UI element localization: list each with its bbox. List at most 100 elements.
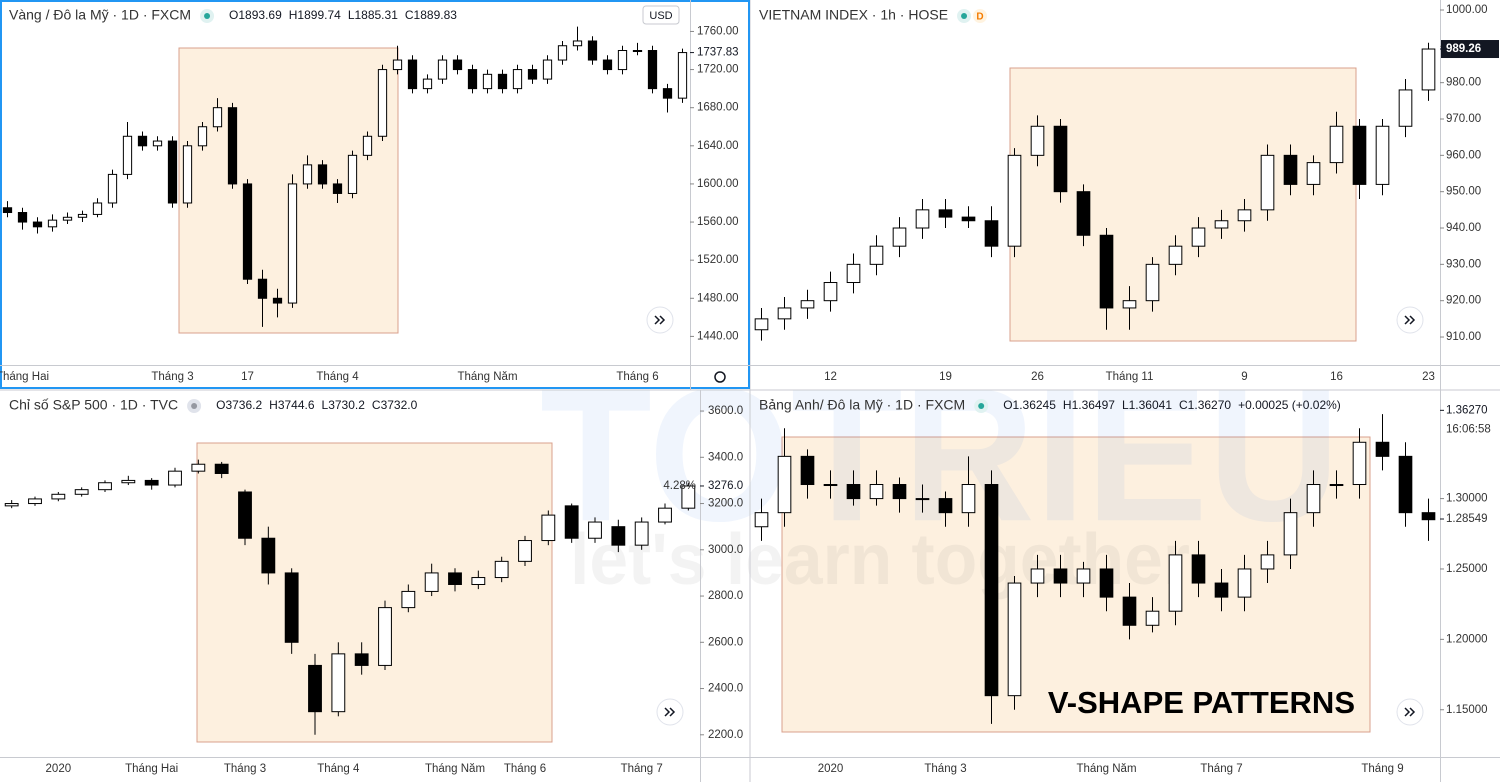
candle-body bbox=[92, 202, 103, 215]
candle-body bbox=[1375, 125, 1390, 185]
candle-body bbox=[572, 40, 583, 47]
y-tick-label: 2800.0 bbox=[708, 590, 743, 602]
y-tick-label: 980.00 bbox=[1446, 77, 1481, 89]
currency-label[interactable]: USD bbox=[649, 10, 672, 22]
active-panel-border bbox=[0, 0, 750, 389]
currency-button[interactable] bbox=[642, 5, 680, 25]
y-tick-label: 910.00 bbox=[1446, 331, 1481, 343]
price-change: 4.28% bbox=[663, 480, 696, 492]
candle-body bbox=[846, 263, 861, 284]
y-tick-label: 950.00 bbox=[1446, 186, 1481, 198]
candle-body bbox=[452, 59, 463, 71]
candle-body bbox=[32, 221, 43, 228]
candle-body bbox=[869, 245, 884, 265]
y-tick-label: 940.00 bbox=[1446, 222, 1481, 234]
ohlc-value: C3732.0 bbox=[372, 398, 418, 412]
candle-body bbox=[152, 140, 163, 147]
y-tick-label: 1.25000 bbox=[1446, 563, 1488, 575]
candle-body bbox=[1329, 125, 1344, 164]
candle-body bbox=[47, 219, 58, 228]
y-tick-label: 1720.00 bbox=[697, 64, 739, 76]
candle-body bbox=[1076, 568, 1091, 584]
x-tick-label: Tháng 11 bbox=[1106, 371, 1154, 383]
price-time: 16:06:58 bbox=[1446, 423, 1491, 435]
ohlc-value: +0.00025 (+0.02%) bbox=[1238, 398, 1341, 412]
candle-body bbox=[377, 69, 388, 137]
candle-body bbox=[1352, 441, 1367, 486]
candle-body bbox=[1122, 300, 1137, 309]
candle-body bbox=[197, 126, 208, 147]
candle-body bbox=[512, 69, 523, 90]
x-tick-label: Tháng Năm bbox=[457, 371, 517, 383]
x-tick-label: 12 bbox=[824, 371, 837, 383]
scroll-arrow[interactable] bbox=[664, 707, 676, 717]
scroll-arrow[interactable] bbox=[654, 315, 666, 325]
y-tick-label: 2600.0 bbox=[708, 636, 743, 648]
y-tick-label: 1000.00 bbox=[1446, 4, 1488, 16]
y-tick-label: 1.20000 bbox=[1446, 633, 1488, 645]
candle-body bbox=[662, 88, 673, 99]
candle-body bbox=[28, 498, 42, 505]
candle-body bbox=[1237, 568, 1252, 598]
candle-body bbox=[1375, 441, 1390, 457]
candle-body bbox=[287, 183, 298, 304]
ohlc-value: O1893.69 bbox=[229, 8, 282, 22]
candle-body bbox=[392, 59, 403, 71]
x-tick-label: 16 bbox=[1330, 371, 1343, 383]
candle-body bbox=[634, 521, 649, 546]
x-tick-label: 2020 bbox=[818, 763, 844, 775]
ohlc-value: L3730.2 bbox=[322, 398, 366, 412]
candle-body bbox=[1168, 245, 1183, 265]
candle-body bbox=[168, 470, 182, 486]
candle-body bbox=[777, 307, 792, 320]
y-tick-label: 1440.00 bbox=[697, 330, 739, 342]
candle-body bbox=[1076, 191, 1091, 236]
candle-body bbox=[1053, 568, 1068, 584]
x-tick-label: Tháng 7 bbox=[1200, 763, 1242, 775]
candle-body bbox=[212, 107, 223, 128]
candle-body bbox=[1145, 263, 1160, 302]
candle-body bbox=[422, 78, 433, 90]
status-dot-core bbox=[961, 13, 968, 19]
candle-body bbox=[107, 173, 118, 204]
candle-body bbox=[62, 216, 73, 221]
candle-body bbox=[2, 207, 13, 214]
scroll-arrow[interactable] bbox=[1404, 315, 1416, 325]
candle-body bbox=[632, 50, 643, 53]
candle-body bbox=[467, 69, 478, 90]
candle-body bbox=[471, 577, 486, 585]
candle-body bbox=[137, 135, 148, 147]
candle-body bbox=[1306, 162, 1321, 185]
candle-body bbox=[1283, 512, 1298, 556]
x-tick-label: 26 bbox=[1031, 371, 1044, 383]
settings-icon[interactable] bbox=[714, 371, 726, 383]
candle-body bbox=[1421, 512, 1436, 521]
candle-body bbox=[915, 209, 930, 229]
candle-body bbox=[51, 493, 66, 500]
candle-body bbox=[961, 216, 976, 222]
candle-body bbox=[658, 507, 672, 523]
candle-body bbox=[647, 50, 658, 90]
y-tick-label: 3200.0 bbox=[708, 498, 743, 510]
candle-body bbox=[984, 220, 999, 247]
candle-body bbox=[777, 455, 792, 514]
candle-body bbox=[1168, 554, 1183, 612]
candle-body bbox=[227, 107, 238, 185]
x-tick-label: Tháng Năm bbox=[425, 763, 485, 775]
chart-title: Vàng / Đô la Mỹ · 1D · FXCM bbox=[9, 7, 191, 23]
status-dot-core bbox=[204, 13, 211, 19]
chart-panel: 2200.0 2400.0 2600.0 2800.0 3000.0 3200.0 3400… bbox=[0, 390, 750, 782]
price-label: 1.36270 bbox=[1446, 404, 1488, 416]
scroll-arrow[interactable] bbox=[1404, 707, 1416, 717]
y-tick-label: 3600.0 bbox=[708, 405, 743, 417]
candle-body bbox=[754, 512, 769, 528]
chart-panel: 1.15000 1.20000 1.25000 1.30000 2020 Tháng 3 T… bbox=[750, 390, 1500, 782]
candle-body bbox=[1191, 227, 1206, 247]
y-tick-label: 1760.00 bbox=[697, 25, 739, 37]
candle-body bbox=[602, 59, 613, 71]
candle-body bbox=[238, 491, 252, 539]
x-tick-label: Tháng 4 bbox=[317, 763, 360, 775]
x-tick-label: 2020 bbox=[46, 763, 72, 775]
badge: D bbox=[976, 12, 983, 23]
